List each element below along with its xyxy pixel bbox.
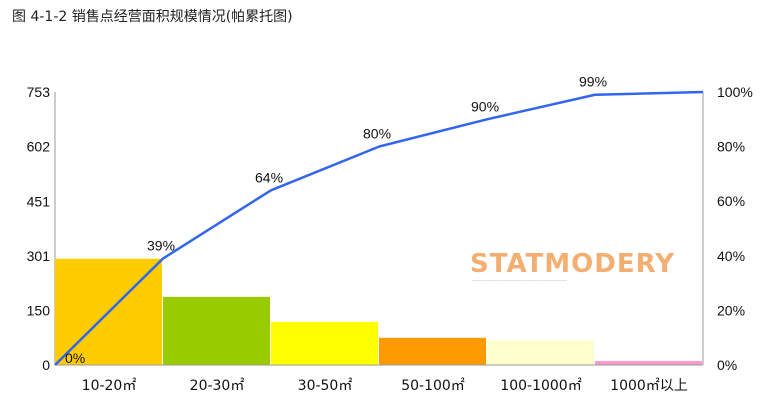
cumulative-percent-label: 64% bbox=[255, 169, 283, 185]
cumulative-line-path bbox=[54, 90, 704, 366]
y-tick-label: 451 bbox=[27, 193, 51, 209]
y-tick-label: 150 bbox=[27, 303, 51, 319]
watermark-subtext: ——————————————————— bbox=[472, 278, 567, 284]
watermark-logo: STATMODERY ——————————————————— bbox=[470, 249, 675, 284]
y2-tick-label: 100% bbox=[717, 84, 753, 100]
chart-title: 图 4-1-2 销售点经营面积规模情况(帕累托图) bbox=[12, 9, 293, 25]
x-category-label: 10-20㎡ bbox=[82, 378, 137, 394]
left-axis: 0 150 301 451 602 753 bbox=[27, 84, 56, 373]
bar bbox=[271, 321, 378, 365]
x-category-label: 30-50㎡ bbox=[298, 378, 353, 394]
watermark-text: STATMODERY bbox=[470, 249, 675, 279]
bar bbox=[379, 337, 486, 365]
x-category-label: 1000㎡以上 bbox=[610, 378, 688, 394]
y2-tick-label: 80% bbox=[717, 139, 745, 155]
cumulative-percent-label: 39% bbox=[147, 238, 175, 254]
y2-tick-label: 40% bbox=[717, 248, 745, 264]
cumulative-percent-label: 0% bbox=[65, 350, 85, 366]
bar bbox=[595, 361, 702, 365]
bar bbox=[487, 340, 594, 365]
x-category-label: 50-100㎡ bbox=[401, 378, 465, 394]
cumulative-percent-label: 90% bbox=[471, 98, 499, 114]
cumulative-percent-label: 80% bbox=[363, 126, 391, 142]
y-tick-label: 0 bbox=[42, 357, 50, 373]
x-category-label: 20-30㎡ bbox=[190, 378, 245, 394]
y2-tick-label: 60% bbox=[717, 193, 745, 209]
y-tick-label: 301 bbox=[27, 248, 51, 264]
y2-tick-label: 20% bbox=[717, 302, 745, 318]
right-axis: 0% 20% 40% 60% 80% 100% bbox=[702, 84, 753, 373]
x-axis-labels: 10-20㎡ 20-30㎡ 30-50㎡ 50-100㎡ 100-1000㎡ 1000㎡以… bbox=[82, 378, 688, 394]
y-tick-label: 753 bbox=[27, 84, 51, 100]
y2-tick-label: 0% bbox=[717, 357, 737, 373]
bar bbox=[163, 296, 270, 365]
x-category-label: 100-1000㎡ bbox=[500, 378, 581, 394]
y-tick-label: 602 bbox=[27, 139, 51, 155]
cumulative-percent-label: 99% bbox=[579, 74, 607, 90]
cumulative-line: 0% 39% 64% 80% 90% 99% bbox=[54, 74, 704, 366]
